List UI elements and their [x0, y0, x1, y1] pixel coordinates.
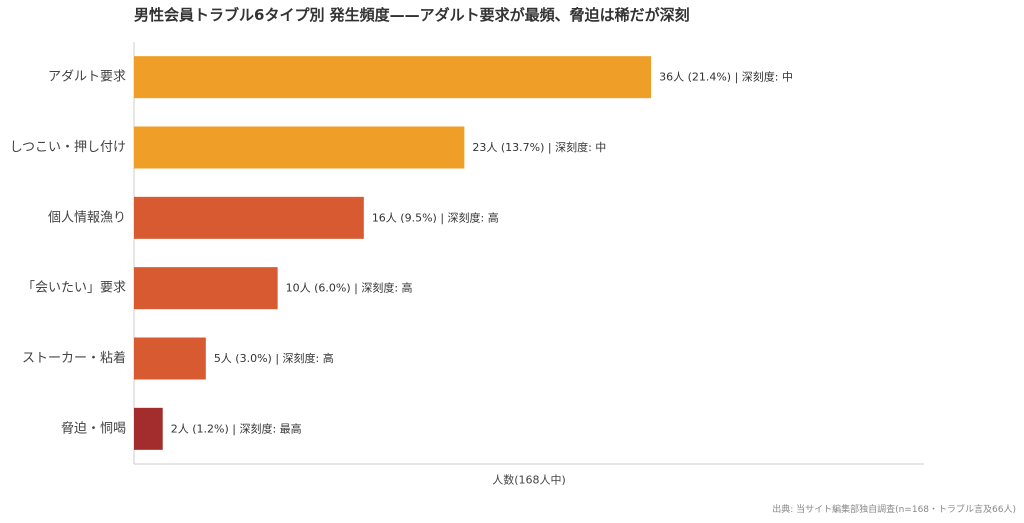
bar-1	[134, 56, 652, 99]
category-label: アダルト要求	[48, 70, 126, 85]
bar-3	[134, 196, 364, 239]
data-label: 23人 (13.7%) | 深刻度: 中	[472, 140, 606, 154]
category-label: 脅迫・恫喝	[61, 421, 126, 436]
category-label: ストーカー・粘着	[22, 350, 126, 366]
data-label: 16人 (9.5%) | 深刻度: 高	[372, 210, 499, 224]
category-label: しつこい・押し付け	[10, 140, 126, 155]
source-note: 出典: 当サイト編集部独自調査(n=168・トラブル言及66人)	[772, 505, 1016, 515]
x-axis-label: 人数(168人中)	[492, 474, 566, 487]
data-label: 2人 (1.2%) | 深刻度: 最高	[171, 421, 302, 435]
data-label: 10人 (6.0%) | 深刻度: 高	[286, 281, 413, 295]
category-label: 「会いたい」要求	[22, 281, 126, 296]
bar-2	[134, 126, 465, 169]
category-label: 個人情報漁り	[48, 210, 126, 225]
bar-4	[134, 267, 278, 310]
bar-5	[134, 337, 206, 380]
data-label: 5人 (3.0%) | 深刻度: 高	[214, 351, 334, 365]
bar-6	[134, 407, 163, 450]
chart-title: 男性会員トラブル6タイプ別 発生頻度——アダルト要求が最頻、脅迫は稀だが深刻	[134, 6, 690, 24]
data-label: 36人 (21.4%) | 深刻度: 中	[659, 70, 793, 84]
